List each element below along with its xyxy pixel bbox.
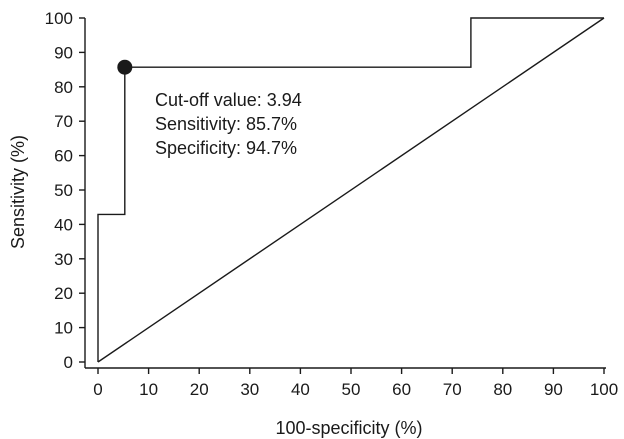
x-tick-label: 60 (392, 380, 411, 399)
x-tick-label: 50 (342, 380, 361, 399)
x-ticks: 0 10 20 30 40 50 60 70 80 90 100 (93, 368, 618, 399)
x-tick-label: 70 (443, 380, 462, 399)
plot-area (97, 17, 605, 363)
x-axis-title: 100-specificity (%) (275, 418, 422, 438)
x-tick-label: 20 (190, 380, 209, 399)
x-tick-label: 80 (493, 380, 512, 399)
x-tick-label: 0 (93, 380, 102, 399)
y-axis-title: Sensitivity (%) (8, 135, 28, 249)
annotation-text: Sensitivity: 85.7% (155, 114, 297, 134)
y-tick-label: 30 (54, 250, 73, 269)
y-tick-label: 50 (54, 181, 73, 200)
y-tick-label: 10 (54, 319, 73, 338)
x-tick-label: 30 (240, 380, 259, 399)
axes (84, 18, 606, 369)
y-tick-label: 60 (54, 147, 73, 166)
x-tick-label: 40 (291, 380, 310, 399)
y-tick-label: 90 (54, 43, 73, 62)
cutoff-point-marker (117, 59, 133, 75)
y-tick-label: 70 (54, 112, 73, 131)
y-ticks: 0 10 20 30 40 50 60 70 80 90 100 (45, 9, 85, 372)
y-tick-label: 100 (45, 9, 73, 28)
x-tick-label: 10 (139, 380, 158, 399)
annotations: Cut-off value: 3.94 Sensitivity: 85.7% Spe… (155, 90, 302, 158)
annotation-text: Specificity: 94.7% (155, 138, 297, 158)
x-tick-label: 100 (590, 380, 618, 399)
x-tick-label: 90 (544, 380, 563, 399)
reference-diagonal (97, 17, 605, 363)
y-tick-label: 40 (54, 215, 73, 234)
y-tick-label: 0 (64, 353, 73, 372)
y-tick-label: 80 (54, 78, 73, 97)
y-tick-label: 20 (54, 284, 73, 303)
annotation-text: Cut-off value: 3.94 (155, 90, 302, 110)
